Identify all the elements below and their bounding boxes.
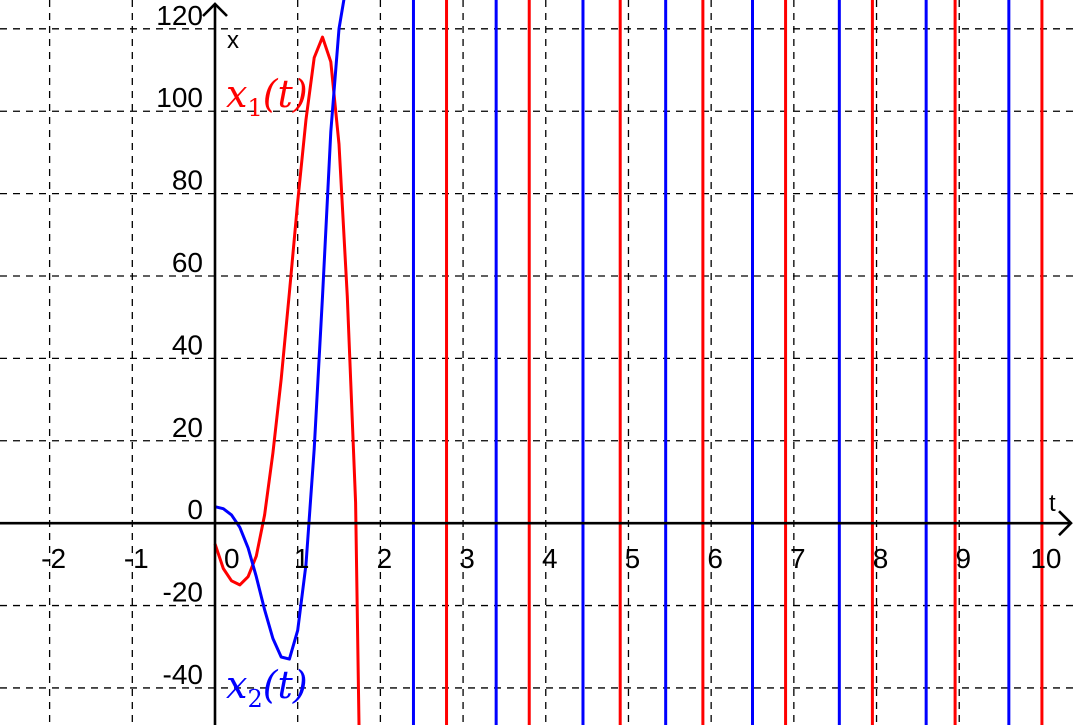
y-tick-label: 100 [156, 82, 203, 113]
x-axis-label: t [1049, 490, 1056, 517]
series-line-x1 [213, 35, 361, 725]
y-tick-label: -40 [163, 659, 203, 690]
series-labels: x1(t) x2(t) [226, 72, 308, 713]
x-tick-label: 10 [1030, 543, 1061, 574]
x-tick-label: 1 [294, 543, 310, 574]
y-tick-label: 20 [172, 412, 203, 443]
y-tick-label: 40 [172, 329, 203, 360]
tick-labels: -2 -1 0 1 2 3 4 5 6 7 8 9 10 -40 -20 0 20 40 60 80 100 120 [41, 0, 1061, 690]
x-tick-label: 5 [625, 543, 641, 574]
x-tick-label: -2 [41, 543, 66, 574]
y-axis-arrow [202, 2, 228, 17]
x-tick-label: 3 [459, 543, 475, 574]
x-tick-label: 2 [377, 543, 393, 574]
y-tick-label: 0 [187, 494, 203, 525]
series-line-x2 [214, 0, 346, 661]
x-tick-label: 8 [873, 543, 889, 574]
x-axis-arrow [1058, 510, 1073, 537]
x-tick-label: 6 [707, 543, 723, 574]
x-tick-label: 4 [542, 543, 558, 574]
series-label-x2: x2(t) [226, 663, 308, 713]
series-label-x1: x1(t) [226, 72, 308, 122]
x-tick-label: 7 [790, 543, 806, 574]
curves [213, 0, 1044, 725]
y-axis-label: x [227, 27, 239, 54]
x-tick-label: 0 [224, 543, 240, 574]
y-tick-label: -20 [163, 577, 203, 608]
x-tick-label: 9 [955, 543, 971, 574]
y-tick-label: 80 [172, 165, 203, 196]
x-tick-label: -1 [124, 543, 149, 574]
y-tick-label: 120 [156, 0, 203, 31]
y-tick-label: 60 [172, 247, 203, 278]
